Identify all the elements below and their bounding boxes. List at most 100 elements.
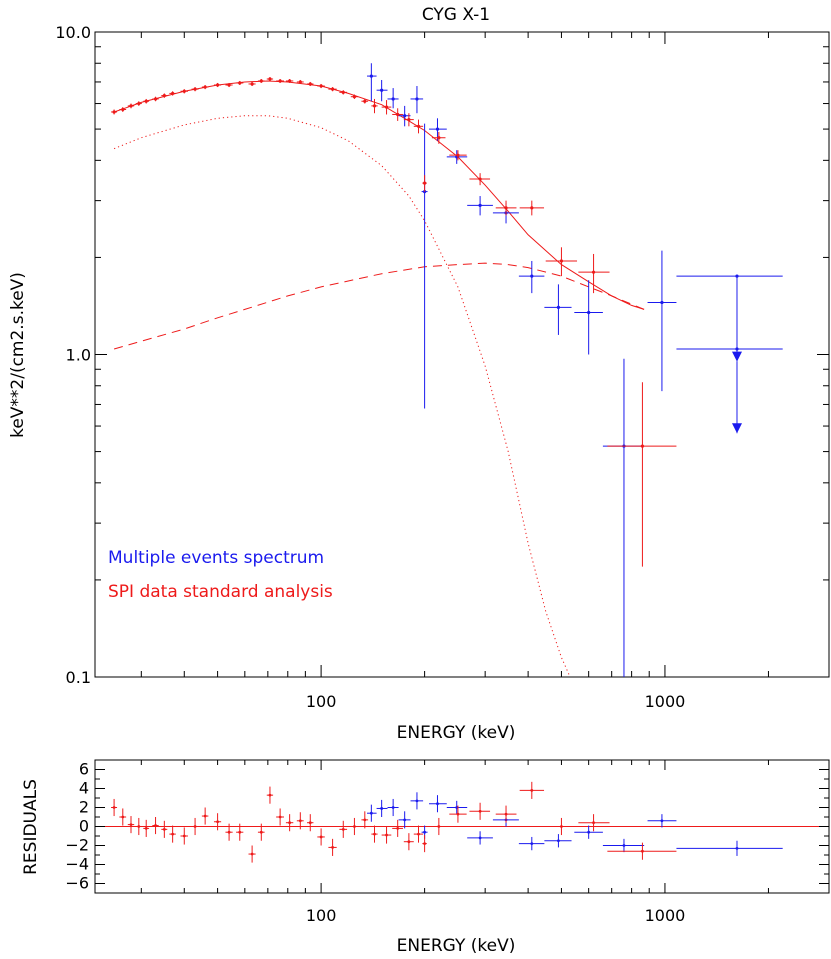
data-point [376,79,388,102]
residual-point [339,820,348,838]
data-point [328,87,337,92]
point-marker [129,104,133,108]
data-point [367,63,377,102]
residual-point [578,814,610,832]
residual-point [191,817,199,836]
data-point [350,94,358,99]
point-marker [478,836,482,840]
point-marker [403,114,407,118]
residual-point [361,811,369,829]
point-marker [298,80,302,84]
residual-point [127,816,135,834]
point-marker [735,846,739,850]
y-tick-label: −6 [65,874,89,893]
y-tick-label: 0 [79,817,89,836]
data-point [285,78,294,83]
data-point [276,78,285,83]
data-point [191,87,199,92]
residual-point [676,840,783,856]
point-marker [415,97,419,101]
data-point [647,250,677,392]
point-marker [153,97,158,101]
point-marker [353,825,356,828]
residual-point [429,795,447,813]
point-marker [363,99,367,103]
point-marker [622,844,626,847]
point-marker [319,835,323,839]
data-point [602,358,645,677]
residual-point [602,838,645,853]
data-point [387,88,399,109]
data-point [518,260,545,294]
residual-point [413,825,424,843]
residual-point [449,805,467,823]
residual-point [469,802,491,820]
residual-point [410,792,424,810]
point-marker [391,806,395,809]
data-point [403,113,414,127]
residual-point [213,813,222,831]
point-marker [396,112,400,117]
point-marker [587,830,591,834]
x-tick-label: 100 [306,906,337,925]
residual-point [161,820,168,838]
point-marker [144,827,148,830]
point-marker [331,846,334,849]
data-point [248,81,256,87]
point-marker [504,206,508,210]
point-marker [288,79,292,83]
data-point [544,284,572,335]
residual-point [276,808,285,826]
point-marker [352,95,357,99]
residual-point [119,808,127,826]
y-tick-label: −2 [65,836,89,855]
residual-point [257,823,265,841]
data-point [127,103,135,109]
point-marker [278,815,282,819]
residual-point [381,826,392,844]
residual-point [422,835,427,853]
point-marker [407,118,411,122]
data-point [111,109,118,115]
residual-point [495,805,517,823]
point-marker [372,104,377,108]
residual-point [350,817,358,836]
data-point [339,90,348,95]
point-marker [437,825,441,828]
residual-point [180,827,188,845]
point-marker [530,789,534,792]
y-tick-label: 6 [79,760,89,779]
point-marker [556,305,561,309]
point-marker [259,830,263,834]
residual-point [135,817,142,836]
residual-point [317,828,325,846]
data-point [467,196,493,216]
data-point [225,82,233,88]
data-point [201,84,209,90]
residual-point [152,817,159,835]
point-marker [171,91,175,96]
point-marker [298,819,302,823]
residual-point [236,823,244,841]
residual-point [169,825,176,843]
point-marker [417,832,420,836]
data-point [392,108,403,121]
data-point [307,81,314,87]
upper-limit-arrow [731,361,742,434]
y-tick-label: −4 [65,855,89,874]
point-marker [227,83,231,87]
point-marker [416,124,421,128]
residual-point [307,814,314,832]
point-marker [162,94,166,98]
data-point [257,78,265,83]
residual-point [371,825,378,843]
data-point [135,101,142,106]
residual-point [266,786,274,804]
point-marker [238,830,242,834]
point-marker [456,153,460,157]
point-marker [423,842,427,845]
data-point [469,173,491,186]
legend-multiple-events: Multiple events spectrum [108,548,324,568]
point-marker [268,77,272,81]
